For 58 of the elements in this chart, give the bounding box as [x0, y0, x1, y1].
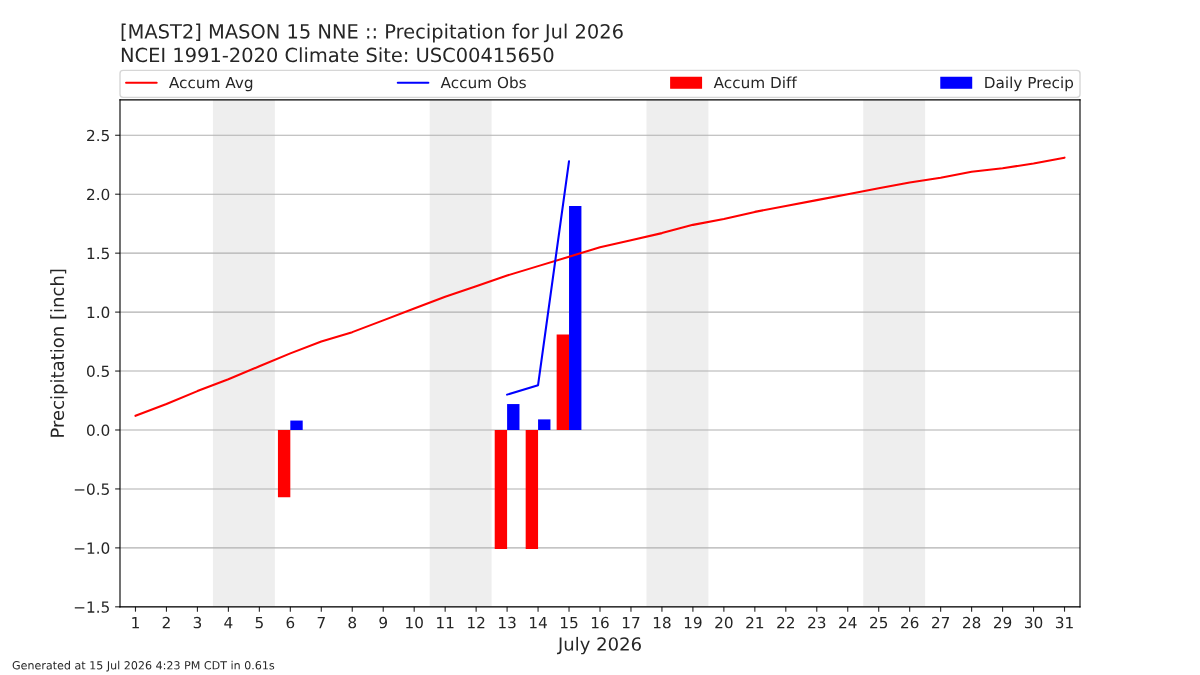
- x-tick-label: 7: [317, 617, 325, 629]
- bar: [538, 419, 551, 430]
- y-tick-label: −0.5: [74, 483, 109, 495]
- x-tick-label: 2: [162, 616, 170, 629]
- x-tick-label: 26: [901, 616, 919, 629]
- x-tick-label: 29: [993, 616, 1012, 629]
- x-tick-label: 11: [437, 617, 454, 629]
- x-tick-label: 31: [1055, 616, 1073, 629]
- bar: [494, 429, 508, 550]
- line-series: [134, 156, 1066, 417]
- x-tick-label: 5: [255, 617, 263, 629]
- bar: [507, 404, 520, 430]
- y-tick-label: 1.5: [87, 247, 109, 260]
- x-tick-label: 30: [1024, 616, 1043, 629]
- chart-subtitle: NCEI 1991-2020 Climate Site: USC00415650: [121, 47, 554, 63]
- y-axis-title: Precipitation [inch]: [50, 269, 68, 437]
- y-tick-label: 2.0: [87, 188, 110, 201]
- x-tick-label: 23: [808, 616, 826, 629]
- legend-label: Accum Diff: [713, 76, 798, 89]
- bar: [290, 420, 303, 430]
- x-tick-label: 25: [870, 616, 888, 629]
- x-tick-label: 24: [839, 616, 857, 629]
- x-tick-label: 19: [684, 616, 702, 629]
- y-tick-label: 0.0: [86, 424, 110, 437]
- y-tick-label: −1.0: [74, 542, 110, 554]
- x-tick-label: 28: [963, 616, 981, 629]
- bar: [525, 429, 539, 550]
- bar: [556, 334, 570, 430]
- x-tick-label: 21: [746, 616, 764, 629]
- bar: [277, 429, 291, 498]
- x-tick-label: 15: [560, 617, 578, 629]
- x-tick-label: 27: [932, 616, 950, 629]
- y-tick-label: 2.5: [87, 129, 109, 142]
- x-tick-label: 16: [591, 616, 609, 629]
- x-tick-label: 8: [348, 616, 357, 629]
- y-tick-label: 1.0: [87, 306, 110, 319]
- x-tick-label: 9: [379, 616, 388, 629]
- x-tick-label: 4: [224, 617, 233, 629]
- x-axis-title: July 2026: [556, 636, 641, 655]
- y-tick-label: 0.5: [86, 365, 109, 378]
- x-tick-label: 13: [499, 616, 516, 629]
- x-tick-label: 18: [653, 616, 671, 629]
- x-tick-label: 12: [468, 616, 485, 629]
- bar: [569, 206, 582, 430]
- legend-label: Daily Precip: [985, 76, 1074, 92]
- legend-label: Accum Avg: [169, 76, 253, 92]
- x-tick-label: 14: [530, 617, 547, 629]
- y-tick-label: −1.5: [74, 601, 109, 613]
- legend-label: Accum Obs: [440, 76, 526, 89]
- x-tick-label: 20: [715, 616, 733, 629]
- x-tick-label: 22: [777, 616, 794, 629]
- x-tick-label: 1: [132, 617, 139, 629]
- x-tick-label: 17: [622, 617, 640, 629]
- x-tick-label: 3: [193, 616, 202, 629]
- chart-title: [MAST2] MASON 15 NNE :: Precipitation for Jul 2026: [121, 23, 623, 43]
- x-tick-label: 6: [286, 616, 295, 629]
- text: Generated at 15 Jul 2026 4:23 PM CDT in 0.61s: [12, 660, 275, 672]
- x-tick-label: 10: [406, 616, 423, 629]
